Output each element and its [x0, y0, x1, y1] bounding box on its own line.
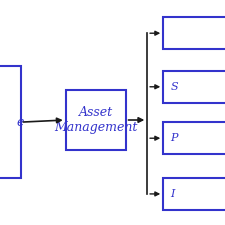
Bar [66, 90, 126, 150]
Text: e: e [17, 116, 24, 129]
Bar [0, 66, 21, 178]
Text: S: S [171, 82, 178, 92]
Bar [163, 178, 225, 210]
Bar [163, 71, 225, 103]
Text: Asset
Management: Asset Management [54, 106, 137, 134]
Text: I: I [171, 189, 175, 199]
Bar [163, 17, 225, 49]
Text: P: P [171, 133, 178, 143]
Bar [163, 122, 225, 154]
